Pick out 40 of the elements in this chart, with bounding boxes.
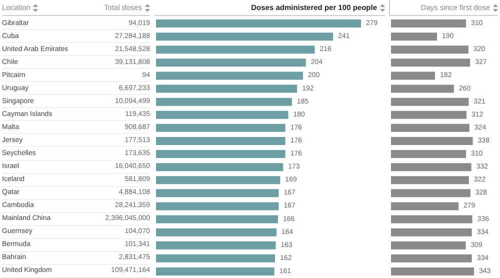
bar — [156, 215, 278, 224]
bar — [391, 163, 472, 172]
bar — [391, 84, 454, 93]
bar — [156, 163, 284, 172]
bar — [391, 98, 469, 106]
bar — [156, 20, 361, 28]
bar — [391, 241, 466, 250]
bar — [156, 228, 276, 236]
bar — [391, 202, 459, 210]
bar — [391, 215, 472, 224]
bar — [156, 98, 292, 106]
bar — [156, 84, 298, 93]
bar — [391, 228, 472, 236]
bar — [156, 72, 303, 80]
bar — [391, 72, 436, 80]
bar — [391, 136, 473, 145]
bar — [156, 254, 276, 262]
bar — [391, 58, 470, 67]
bar — [156, 241, 276, 250]
bar — [156, 176, 280, 184]
bar — [391, 189, 470, 198]
bar — [391, 267, 474, 276]
bar — [391, 110, 466, 119]
bar — [391, 20, 466, 28]
bar — [156, 267, 274, 276]
bar — [156, 150, 286, 158]
bar — [156, 32, 334, 41]
bar — [391, 124, 470, 132]
bar — [391, 46, 468, 54]
bar — [156, 58, 306, 67]
bar — [156, 124, 286, 132]
bar — [156, 136, 286, 145]
bar — [156, 202, 279, 210]
bar — [156, 46, 315, 54]
bar — [156, 189, 279, 198]
bar — [156, 110, 288, 119]
bar — [391, 254, 472, 262]
bar — [391, 176, 469, 184]
bar — [391, 150, 466, 158]
bar — [391, 32, 437, 41]
